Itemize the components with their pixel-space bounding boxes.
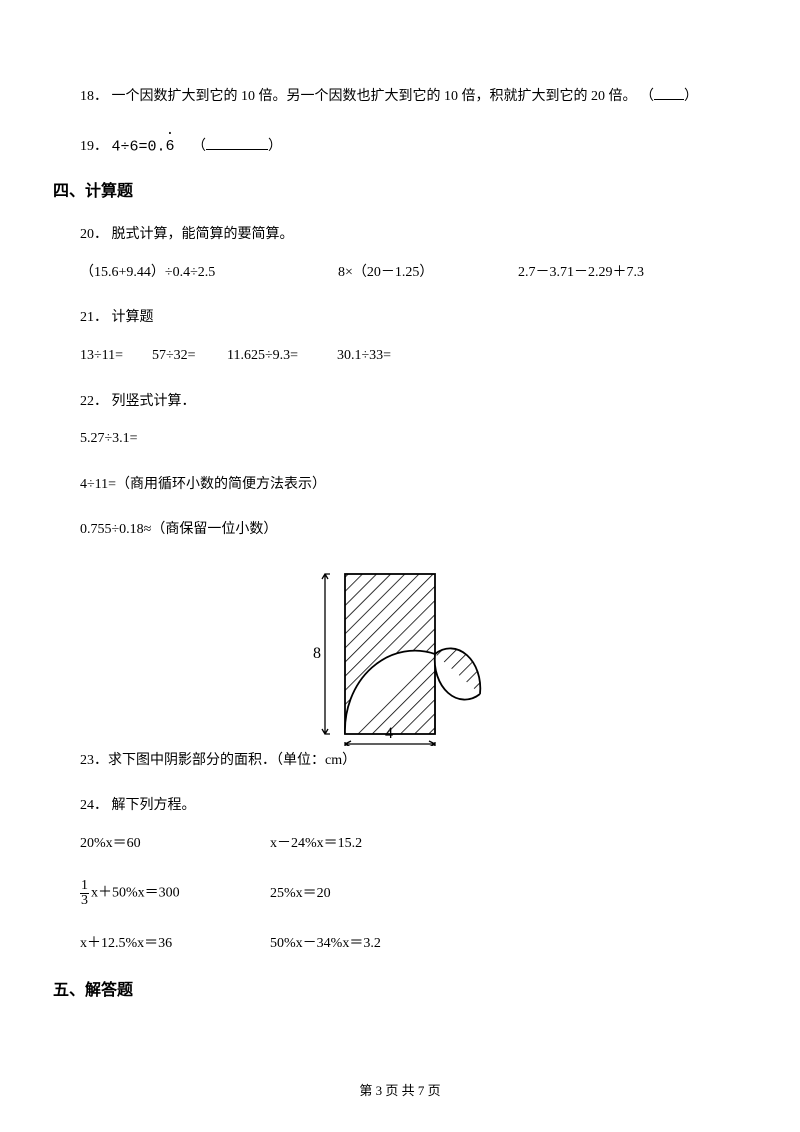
q24-text: 解下列方程。 xyxy=(112,798,196,813)
q23-text: 求下图中阴影部分的面积．（单位：cm） xyxy=(108,751,356,771)
q20-number: 20． xyxy=(80,227,108,242)
q24-row3: x＋12.5%x＝36 50%x－34%x＝3.2 xyxy=(80,934,740,954)
q24-r3a: x＋12.5%x＝36 xyxy=(80,934,270,954)
q21-expressions: 13÷11= 57÷32= 11.625÷9.3= 30.1÷33= xyxy=(80,346,740,366)
q19-paren-close: ） xyxy=(268,139,282,154)
q21-e2: 57÷32= xyxy=(152,346,227,366)
page-footer: 第 3 页 共 7 页 xyxy=(0,1082,800,1100)
question-23-line: 23． 求下图中阴影部分的面积．（单位：cm） xyxy=(80,751,740,771)
q19-number: 19． xyxy=(80,139,108,154)
q20-e2: 8×（20－1.25） xyxy=(338,263,518,283)
q24-row2: 13x＋50%x＝300 25%x＝20 xyxy=(80,879,740,908)
q24-r1a: 20%x＝60 xyxy=(80,834,270,854)
question-19: 19． 4÷6=0.6 （ ） xyxy=(80,135,740,157)
q22-e2: 4÷11=（商用循环小数的简便方法表示） xyxy=(80,475,740,495)
q23-figure-wrap: 8 4 xyxy=(60,566,740,753)
q22-number: 22． xyxy=(80,394,108,409)
q21-e4: 30.1÷33= xyxy=(337,346,391,366)
q24-r1b: x－24%x＝15.2 xyxy=(270,834,362,854)
q20-expressions: （15.6+9.44）÷0.4÷2.5 8×（20－1.25） 2.7－3.71… xyxy=(80,263,740,283)
q24-number: 24． xyxy=(80,798,108,813)
q18-number: 18． xyxy=(80,89,108,104)
fig-label-4: 4 xyxy=(385,725,393,742)
q22-e1: 5.27÷3.1= xyxy=(80,429,740,449)
question-24-line: 24． 解下列方程。 xyxy=(80,796,740,816)
q18-blank[interactable] xyxy=(654,85,684,100)
q24-r3b: 50%x－34%x＝3.2 xyxy=(270,934,381,954)
fig-label-8: 8 xyxy=(313,645,321,662)
question-21-line: 21． 计算题 xyxy=(80,308,740,328)
q22-e3: 0.755÷0.18≈（商保留一位小数） xyxy=(80,520,740,540)
q20-e1: （15.6+9.44）÷0.4÷2.5 xyxy=(80,263,338,283)
question-22-line: 22． 列竖式计算． xyxy=(80,392,740,412)
section-5-header: 五、解答题 xyxy=(53,980,740,1002)
q18-text: 一个因数扩大到它的 10 倍。另一个因数也扩大到它的 10 倍，积就扩大到它的 … xyxy=(112,89,655,104)
q18-end: ） xyxy=(684,89,698,104)
q19-paren-open: （ xyxy=(192,139,206,154)
q21-text: 计算题 xyxy=(112,310,154,325)
q24-r2c: 25%x＝20 xyxy=(270,884,331,904)
question-20-line: 20． 脱式计算，能简算的要简算。 xyxy=(80,225,740,245)
q21-e1: 13÷11= xyxy=(80,346,152,366)
q19-blank[interactable] xyxy=(206,135,268,150)
page-content: 18． 一个因数扩大到它的 10 倍。另一个因数也扩大到它的 10 倍，积就扩大… xyxy=(0,0,800,1002)
q23-number: 23． xyxy=(80,751,108,771)
q23-figure: 8 4 xyxy=(285,566,515,746)
q24-r2a: 13x＋50%x＝300 xyxy=(80,879,270,908)
q20-e3: 2.7－3.71－2.29＋7.3 xyxy=(518,263,644,283)
question-18: 18． 一个因数扩大到它的 10 倍。另一个因数也扩大到它的 10 倍，积就扩大… xyxy=(80,85,740,107)
q20-text: 脱式计算，能简算的要简算。 xyxy=(112,227,294,242)
q24-row1: 20%x＝60 x－24%x＝15.2 xyxy=(80,834,740,854)
q22-text: 列竖式计算． xyxy=(112,394,196,409)
q19-expr-img: 4÷6=0.6 xyxy=(112,138,175,155)
q21-e3: 11.625÷9.3= xyxy=(227,346,337,366)
q21-number: 21． xyxy=(80,310,108,325)
section-4-header: 四、计算题 xyxy=(53,181,740,203)
